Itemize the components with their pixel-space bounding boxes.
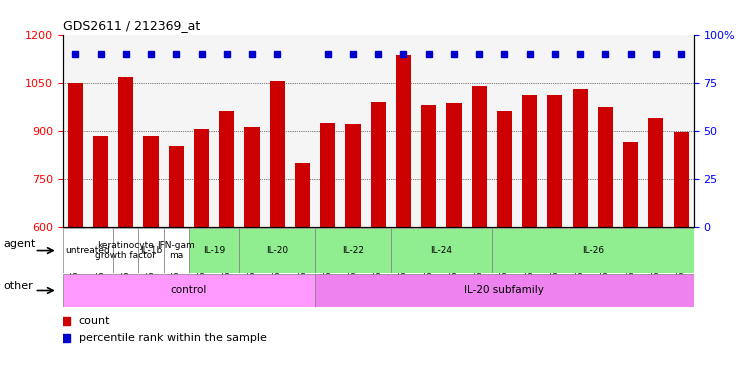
Bar — [194, 129, 209, 384]
Bar — [548, 95, 562, 384]
Bar — [295, 162, 310, 384]
Text: IL-20: IL-20 — [266, 246, 289, 255]
Bar — [345, 124, 361, 384]
Bar — [189, 228, 239, 273]
Text: IL-22: IL-22 — [342, 246, 364, 255]
Text: IL-24: IL-24 — [430, 246, 452, 255]
Bar — [63, 228, 113, 273]
Text: percentile rank within the sample: percentile rank within the sample — [78, 333, 266, 343]
Text: IL-26: IL-26 — [582, 246, 604, 255]
Text: agent: agent — [3, 239, 35, 249]
Bar — [497, 111, 512, 384]
Text: IL-1b: IL-1b — [140, 246, 162, 255]
Bar — [118, 77, 134, 384]
Text: GDS2611 / 212369_at: GDS2611 / 212369_at — [63, 19, 200, 32]
Text: IL-20 subfamily: IL-20 subfamily — [464, 285, 545, 296]
Bar — [169, 146, 184, 384]
Bar — [522, 95, 537, 384]
Bar — [139, 228, 164, 273]
Text: untreated: untreated — [66, 246, 111, 255]
Bar — [315, 274, 694, 307]
Bar — [446, 103, 461, 384]
Bar — [421, 105, 436, 384]
Bar — [315, 228, 391, 273]
Bar — [219, 111, 235, 384]
Text: keratinocyte
growth factor: keratinocyte growth factor — [95, 241, 156, 260]
Bar — [623, 142, 638, 384]
Bar — [598, 107, 613, 384]
Text: other: other — [3, 281, 33, 291]
Bar — [472, 86, 487, 384]
Bar — [648, 118, 663, 384]
Bar — [68, 83, 83, 384]
Text: control: control — [170, 285, 207, 296]
Bar — [164, 228, 189, 273]
Text: IFN-gam
ma: IFN-gam ma — [157, 241, 195, 260]
Text: IL-19: IL-19 — [203, 246, 225, 255]
Bar — [396, 55, 411, 384]
Bar — [492, 228, 694, 273]
Bar — [391, 228, 492, 273]
Bar — [143, 136, 159, 384]
Bar — [239, 228, 315, 273]
Bar — [674, 132, 689, 384]
Bar — [244, 127, 260, 384]
Bar — [370, 102, 386, 384]
Bar — [269, 81, 285, 384]
Bar — [63, 274, 315, 307]
Bar — [113, 228, 139, 273]
Bar — [573, 89, 587, 384]
Bar — [93, 136, 108, 384]
Text: count: count — [78, 316, 110, 326]
Bar — [320, 122, 335, 384]
